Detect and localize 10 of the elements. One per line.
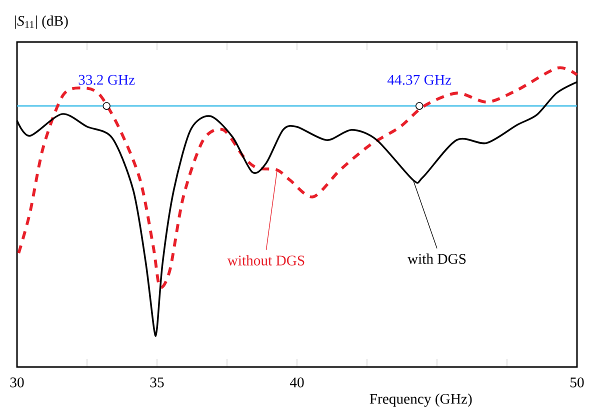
- y-axis-title: |S$_{11}$| (dB): [15, 16, 68, 29]
- x-tick-label: 40: [290, 377, 304, 388]
- x-axis-title: Frequency (GHz): [370, 393, 472, 407]
- text: with DGS: [407, 254, 466, 264]
- annotation: 44.37 GHz: [387, 74, 452, 85]
- x-tick-label: 50: [570, 377, 584, 388]
- x-tick-label: 30: [10, 377, 24, 388]
- annotation: 33.2 GHz: [78, 74, 135, 85]
- x-tick-label: 35: [150, 377, 164, 388]
- text: without DGS: [227, 255, 304, 266]
